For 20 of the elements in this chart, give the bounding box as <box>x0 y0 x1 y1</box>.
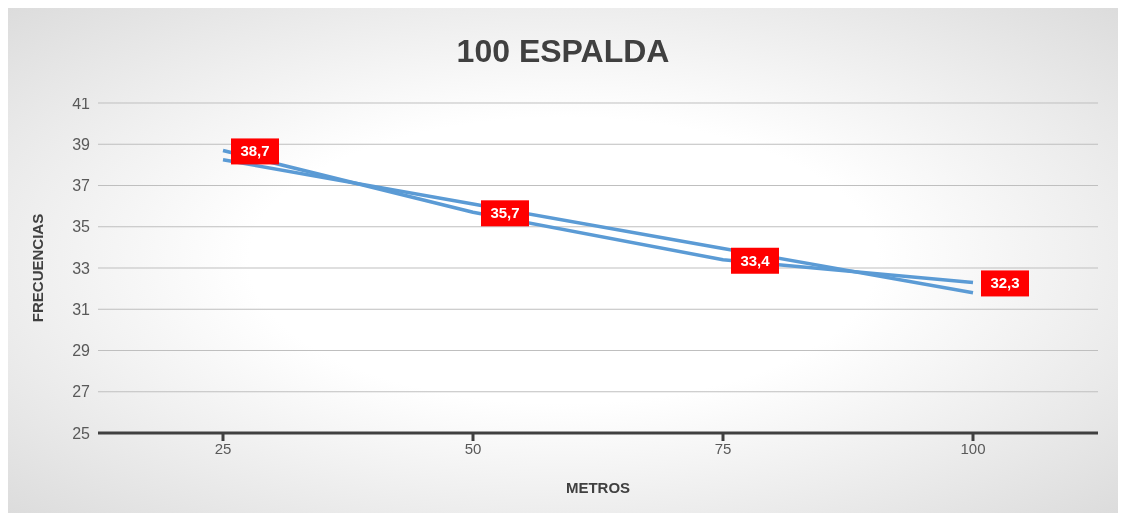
y-tick-label: 29 <box>72 342 91 360</box>
data-label: 35,7 <box>490 204 520 222</box>
chart-title: 100 ESPALDA <box>456 33 670 69</box>
data-label: 38,7 <box>240 142 270 160</box>
y-tick-label: 39 <box>72 135 91 153</box>
x-axis-title: METROS <box>565 479 631 496</box>
x-tick-label: 75 <box>714 439 732 457</box>
data-label: 32,3 <box>990 274 1020 292</box>
y-axis-title: FRECUENCIAS <box>29 213 47 323</box>
y-tick-label: 35 <box>72 218 91 236</box>
y-tick-label: 25 <box>72 424 91 442</box>
y-tick-label: 31 <box>72 300 91 318</box>
y-tick-label: 27 <box>72 383 91 401</box>
data-label: 33,4 <box>740 251 771 269</box>
x-tick-label: 50 <box>464 439 482 457</box>
x-tick-label: 25 <box>214 439 232 457</box>
x-tick-label: 100 <box>960 439 986 457</box>
y-tick-label: 37 <box>72 177 91 195</box>
y-tick-label: 41 <box>72 94 91 112</box>
y-tick-label: 33 <box>72 259 91 277</box>
